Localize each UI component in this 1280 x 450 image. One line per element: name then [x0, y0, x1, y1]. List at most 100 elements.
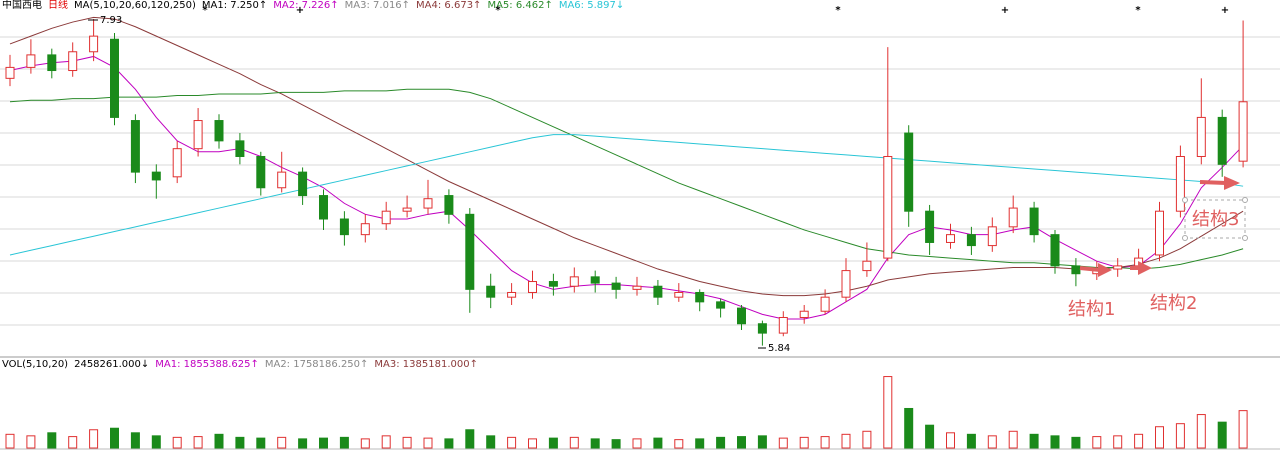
candle-body — [632, 285, 642, 290]
candle-body — [486, 285, 496, 298]
candle-body — [904, 132, 914, 212]
header-item: VOL(5,10,20) — [2, 359, 68, 370]
volume-bar — [465, 429, 475, 449]
high-label: 7.93 — [100, 15, 122, 26]
volume-bar — [402, 436, 412, 449]
candle-body — [68, 51, 78, 72]
header: VOL(5,10,20) 2458261.000↓ MA1: 1855388.625… — [2, 359, 478, 370]
volume-bar — [548, 437, 558, 449]
candle-body — [214, 120, 224, 142]
volume-bar — [360, 438, 370, 449]
candle-body — [151, 171, 161, 181]
candle-body — [235, 140, 245, 157]
candle-body — [172, 148, 182, 178]
header-item: MA3: 1385181.000↑ — [374, 359, 478, 370]
candle-body — [841, 270, 851, 298]
header-item: MA(5,10,20,60,120,250) — [74, 0, 196, 11]
candle-body — [778, 316, 788, 334]
volume-bar — [1155, 426, 1164, 449]
volume-bar — [966, 433, 976, 449]
header-item: 中国西电 — [2, 0, 42, 11]
candle-body — [1155, 210, 1164, 256]
volume-bar — [674, 439, 684, 449]
volume-bar — [716, 436, 726, 449]
candle-body — [256, 155, 266, 189]
candle-body — [193, 120, 203, 150]
header-item: MA5: 6.462↑ — [487, 0, 552, 11]
volume-bar — [47, 432, 57, 449]
volume-bar — [799, 436, 809, 449]
candle-body — [737, 307, 746, 325]
candle-body — [883, 155, 893, 259]
candle-body — [925, 210, 935, 243]
candle-body — [1217, 116, 1227, 165]
header-item: 2458261.000↓ — [74, 359, 149, 370]
volume-bar — [1238, 410, 1248, 449]
candle-body — [381, 210, 391, 225]
volume-bar — [757, 435, 767, 449]
volume-bar — [1196, 414, 1206, 449]
header-item: MA1: 1855388.625↑ — [155, 359, 259, 370]
top-marker: * — [1135, 5, 1141, 16]
annotation: 结构2 — [1150, 293, 1197, 314]
volume-bar — [381, 435, 391, 449]
annotation: 结构3 — [1192, 209, 1239, 230]
volume-bar — [298, 438, 308, 449]
volume-bar — [339, 436, 349, 449]
candle-body — [653, 285, 663, 298]
volume-bar — [1175, 423, 1185, 449]
candle-body — [423, 198, 433, 209]
candle-body — [277, 171, 287, 189]
volume-bar — [110, 427, 119, 449]
candle-body — [89, 35, 99, 53]
volume-bar — [569, 436, 579, 449]
candle-body — [799, 310, 809, 318]
candle-body — [465, 213, 475, 290]
volume-bar — [904, 407, 914, 449]
arrows — [1079, 176, 1240, 277]
volume-bar — [26, 435, 36, 449]
candle-body — [695, 291, 705, 303]
volume-bar — [632, 438, 642, 449]
header-item: MA1: 7.250↑ — [202, 0, 267, 11]
top-marker: * — [835, 5, 841, 16]
candle-body — [757, 323, 767, 334]
volume-bar — [883, 376, 893, 449]
candle-body — [1050, 234, 1060, 267]
volume-bar — [68, 436, 78, 449]
header: 中国西电 日线 MA(5,10,20,60,120,250) MA1: 7.250↑ M… — [2, 0, 624, 11]
volume-bar — [1217, 421, 1227, 449]
top-marker: + — [296, 5, 304, 16]
candle-body — [611, 282, 621, 290]
header-item: MA3: 7.016↑ — [345, 0, 410, 11]
candle-body — [569, 276, 579, 287]
box-handles — [1182, 197, 1248, 241]
top-marker: + — [1221, 5, 1229, 16]
header-item: MA6: 5.897↓ — [559, 0, 624, 11]
volume-bar — [214, 433, 224, 449]
header-item: MA2: 1758186.250↑ — [265, 359, 369, 370]
volume-bar — [1113, 435, 1123, 449]
candle-body — [946, 234, 955, 243]
volume-bar — [507, 436, 517, 449]
volume-bar — [151, 435, 161, 449]
volume-bar — [590, 438, 600, 449]
candle-body — [507, 291, 517, 298]
volume-bar — [925, 424, 935, 449]
candle-body — [47, 54, 57, 72]
volume-bar — [1029, 433, 1039, 449]
volume-bar — [256, 437, 266, 449]
ma-line — [9, 134, 1244, 256]
ma-line — [9, 88, 1244, 270]
candle-body — [444, 195, 454, 215]
candle-body — [5, 66, 15, 79]
candle-body — [1196, 116, 1206, 157]
candle-body — [319, 195, 328, 220]
candle-body — [339, 218, 349, 236]
candle-body — [987, 226, 997, 247]
low-label: 5.84 — [768, 343, 790, 354]
candle-body — [862, 260, 872, 272]
volume-bar — [946, 432, 955, 449]
volume-bar — [444, 438, 454, 449]
candle-body — [590, 276, 600, 284]
